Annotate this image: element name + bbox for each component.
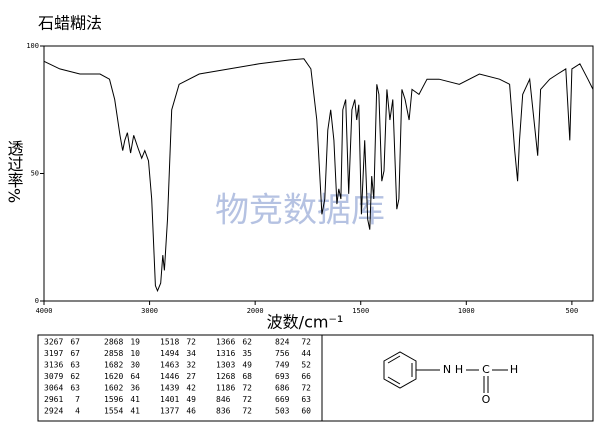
peak-wavenumber: 1602 bbox=[104, 384, 123, 393]
peak-intensity: 44 bbox=[301, 349, 311, 358]
peak-intensity: 68 bbox=[242, 372, 252, 381]
peak-wavenumber: 1186 bbox=[216, 384, 235, 393]
x-tick-label: 500 bbox=[566, 307, 579, 315]
peak-wavenumber: 3136 bbox=[44, 361, 63, 370]
peak-intensity: 62 bbox=[242, 338, 252, 347]
peak-intensity: 72 bbox=[186, 338, 196, 347]
plot-frame bbox=[43, 45, 594, 302]
peak-intensity: 46 bbox=[186, 407, 196, 416]
peak-wavenumber: 3267 bbox=[44, 338, 63, 347]
peak-intensity: 34 bbox=[186, 349, 196, 358]
peak-intensity: 41 bbox=[130, 395, 140, 404]
peak-wavenumber: 1554 bbox=[104, 407, 123, 416]
peak-intensity: 62 bbox=[70, 372, 80, 381]
atom: H bbox=[455, 363, 463, 376]
peak-intensity: 30 bbox=[130, 361, 140, 370]
peak-intensity: 27 bbox=[186, 372, 196, 381]
peak-intensity: 64 bbox=[130, 372, 140, 381]
peak-wavenumber: 3197 bbox=[44, 349, 63, 358]
peak-intensity: 60 bbox=[301, 407, 311, 416]
peak-wavenumber: 1682 bbox=[104, 361, 123, 370]
x-tick-label: 3000 bbox=[141, 307, 158, 315]
peak-intensity: 49 bbox=[186, 395, 196, 404]
peak-intensity: 42 bbox=[186, 384, 196, 393]
peak-intensity: 36 bbox=[130, 384, 140, 393]
peak-wavenumber: 1518 bbox=[160, 338, 179, 347]
peak-wavenumber: 1439 bbox=[160, 384, 179, 393]
peak-intensity: 72 bbox=[242, 407, 252, 416]
peak-intensity: 63 bbox=[70, 384, 80, 393]
peak-box bbox=[37, 334, 594, 422]
peak-intensity: 63 bbox=[70, 361, 80, 370]
peak-wavenumber: 1401 bbox=[160, 395, 179, 404]
peak-intensity: 72 bbox=[242, 384, 252, 393]
x-tick-label: 1500 bbox=[352, 307, 369, 315]
peak-wavenumber: 1596 bbox=[104, 395, 123, 404]
peak-wavenumber: 1463 bbox=[160, 361, 179, 370]
peak-wavenumber: 1377 bbox=[160, 407, 179, 416]
peak-wavenumber: 3079 bbox=[44, 372, 63, 381]
peak-intensity: 4 bbox=[75, 407, 80, 416]
atom: O bbox=[482, 393, 491, 406]
atom: C bbox=[482, 363, 490, 376]
peak-intensity: 7 bbox=[75, 395, 80, 404]
peak-intensity: 49 bbox=[242, 361, 252, 370]
chart-title: 石蜡糊法 bbox=[38, 14, 102, 33]
bond bbox=[387, 355, 401, 364]
y-tick-label: 0 bbox=[35, 297, 39, 305]
peak-wavenumber: 3064 bbox=[44, 384, 63, 393]
bond bbox=[387, 376, 401, 385]
peak-intensity: 52 bbox=[301, 361, 311, 370]
peak-wavenumber: 2924 bbox=[44, 407, 63, 416]
peak-intensity: 32 bbox=[186, 361, 196, 370]
x-tick-label: 2000 bbox=[247, 307, 264, 315]
peak-wavenumber: 1268 bbox=[216, 372, 235, 381]
peak-wavenumber: 846 bbox=[216, 395, 231, 404]
x-tick-label: 1000 bbox=[458, 307, 475, 315]
spectrum-line bbox=[43, 58, 594, 293]
benzene-ring bbox=[383, 351, 417, 389]
peak-wavenumber: 693 bbox=[275, 372, 290, 381]
peak-wavenumber: 2961 bbox=[44, 395, 63, 404]
peak-wavenumber: 749 bbox=[275, 361, 290, 370]
peak-wavenumber: 1446 bbox=[160, 372, 179, 381]
peak-wavenumber: 824 bbox=[275, 338, 290, 347]
y-tick-label: 100 bbox=[26, 42, 39, 50]
peak-intensity: 67 bbox=[70, 349, 80, 358]
peak-wavenumber: 1620 bbox=[104, 372, 123, 381]
peak-wavenumber: 503 bbox=[275, 407, 290, 416]
peak-wavenumber: 2858 bbox=[104, 349, 123, 358]
peak-intensity: 67 bbox=[70, 338, 80, 347]
peak-wavenumber: 669 bbox=[275, 395, 290, 404]
peak-wavenumber: 1366 bbox=[216, 338, 235, 347]
x-axis-label: 波数/cm⁻¹ bbox=[267, 313, 344, 332]
peak-intensity: 35 bbox=[242, 349, 252, 358]
peak-intensity: 72 bbox=[301, 384, 311, 393]
atom: H bbox=[510, 363, 518, 376]
peak-intensity: 63 bbox=[301, 395, 311, 404]
peak-intensity: 10 bbox=[130, 349, 140, 358]
watermark: 物竞数据库 bbox=[215, 191, 385, 231]
peak-wavenumber: 836 bbox=[216, 407, 231, 416]
peak-wavenumber: 686 bbox=[275, 384, 290, 393]
atom: N bbox=[443, 363, 451, 376]
peak-intensity: 41 bbox=[130, 407, 140, 416]
peak-intensity: 66 bbox=[301, 372, 311, 381]
y-axis-label: 透过率% bbox=[5, 140, 24, 203]
structure bbox=[383, 351, 508, 393]
y-tick-label: 50 bbox=[31, 170, 39, 178]
peak-wavenumber: 2868 bbox=[104, 338, 123, 347]
peak-wavenumber: 756 bbox=[275, 349, 290, 358]
peak-intensity: 72 bbox=[301, 338, 311, 347]
peak-intensity: 19 bbox=[130, 338, 140, 347]
peak-wavenumber: 1316 bbox=[216, 349, 235, 358]
x-tick-label: 4000 bbox=[36, 307, 53, 315]
peak-intensity: 72 bbox=[242, 395, 252, 404]
peak-wavenumber: 1303 bbox=[216, 361, 235, 370]
peak-wavenumber: 1494 bbox=[160, 349, 179, 358]
